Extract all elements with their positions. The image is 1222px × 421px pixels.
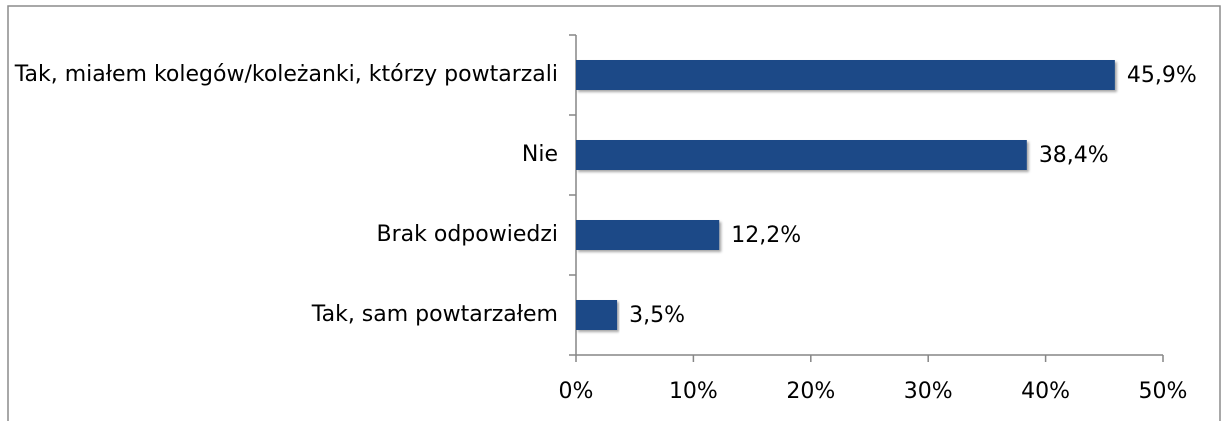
bar (576, 300, 618, 330)
category-label: Brak odpowiedzi (376, 222, 558, 247)
x-tick-label: 30% (904, 379, 953, 404)
value-label: 45,9% (1127, 63, 1197, 88)
bar (576, 140, 1027, 170)
bar (576, 60, 1115, 90)
bar (576, 220, 720, 250)
x-tick-label: 50% (1139, 379, 1188, 404)
x-tick-label: 10% (669, 379, 718, 404)
category-label: Tak, sam powtarzałem (311, 302, 558, 327)
frame (7, 5, 1221, 421)
value-label: 3,5% (629, 303, 685, 328)
value-label: 38,4% (1039, 143, 1109, 168)
x-tick-label: 40% (1021, 379, 1070, 404)
x-tick-label: 20% (786, 379, 835, 404)
x-tick-label: 0% (559, 379, 594, 404)
value-label: 12,2% (731, 223, 801, 248)
category-label: Tak, miałem kolegów/koleżanki, którzy po… (14, 62, 558, 87)
category-label: Nie (521, 142, 558, 167)
